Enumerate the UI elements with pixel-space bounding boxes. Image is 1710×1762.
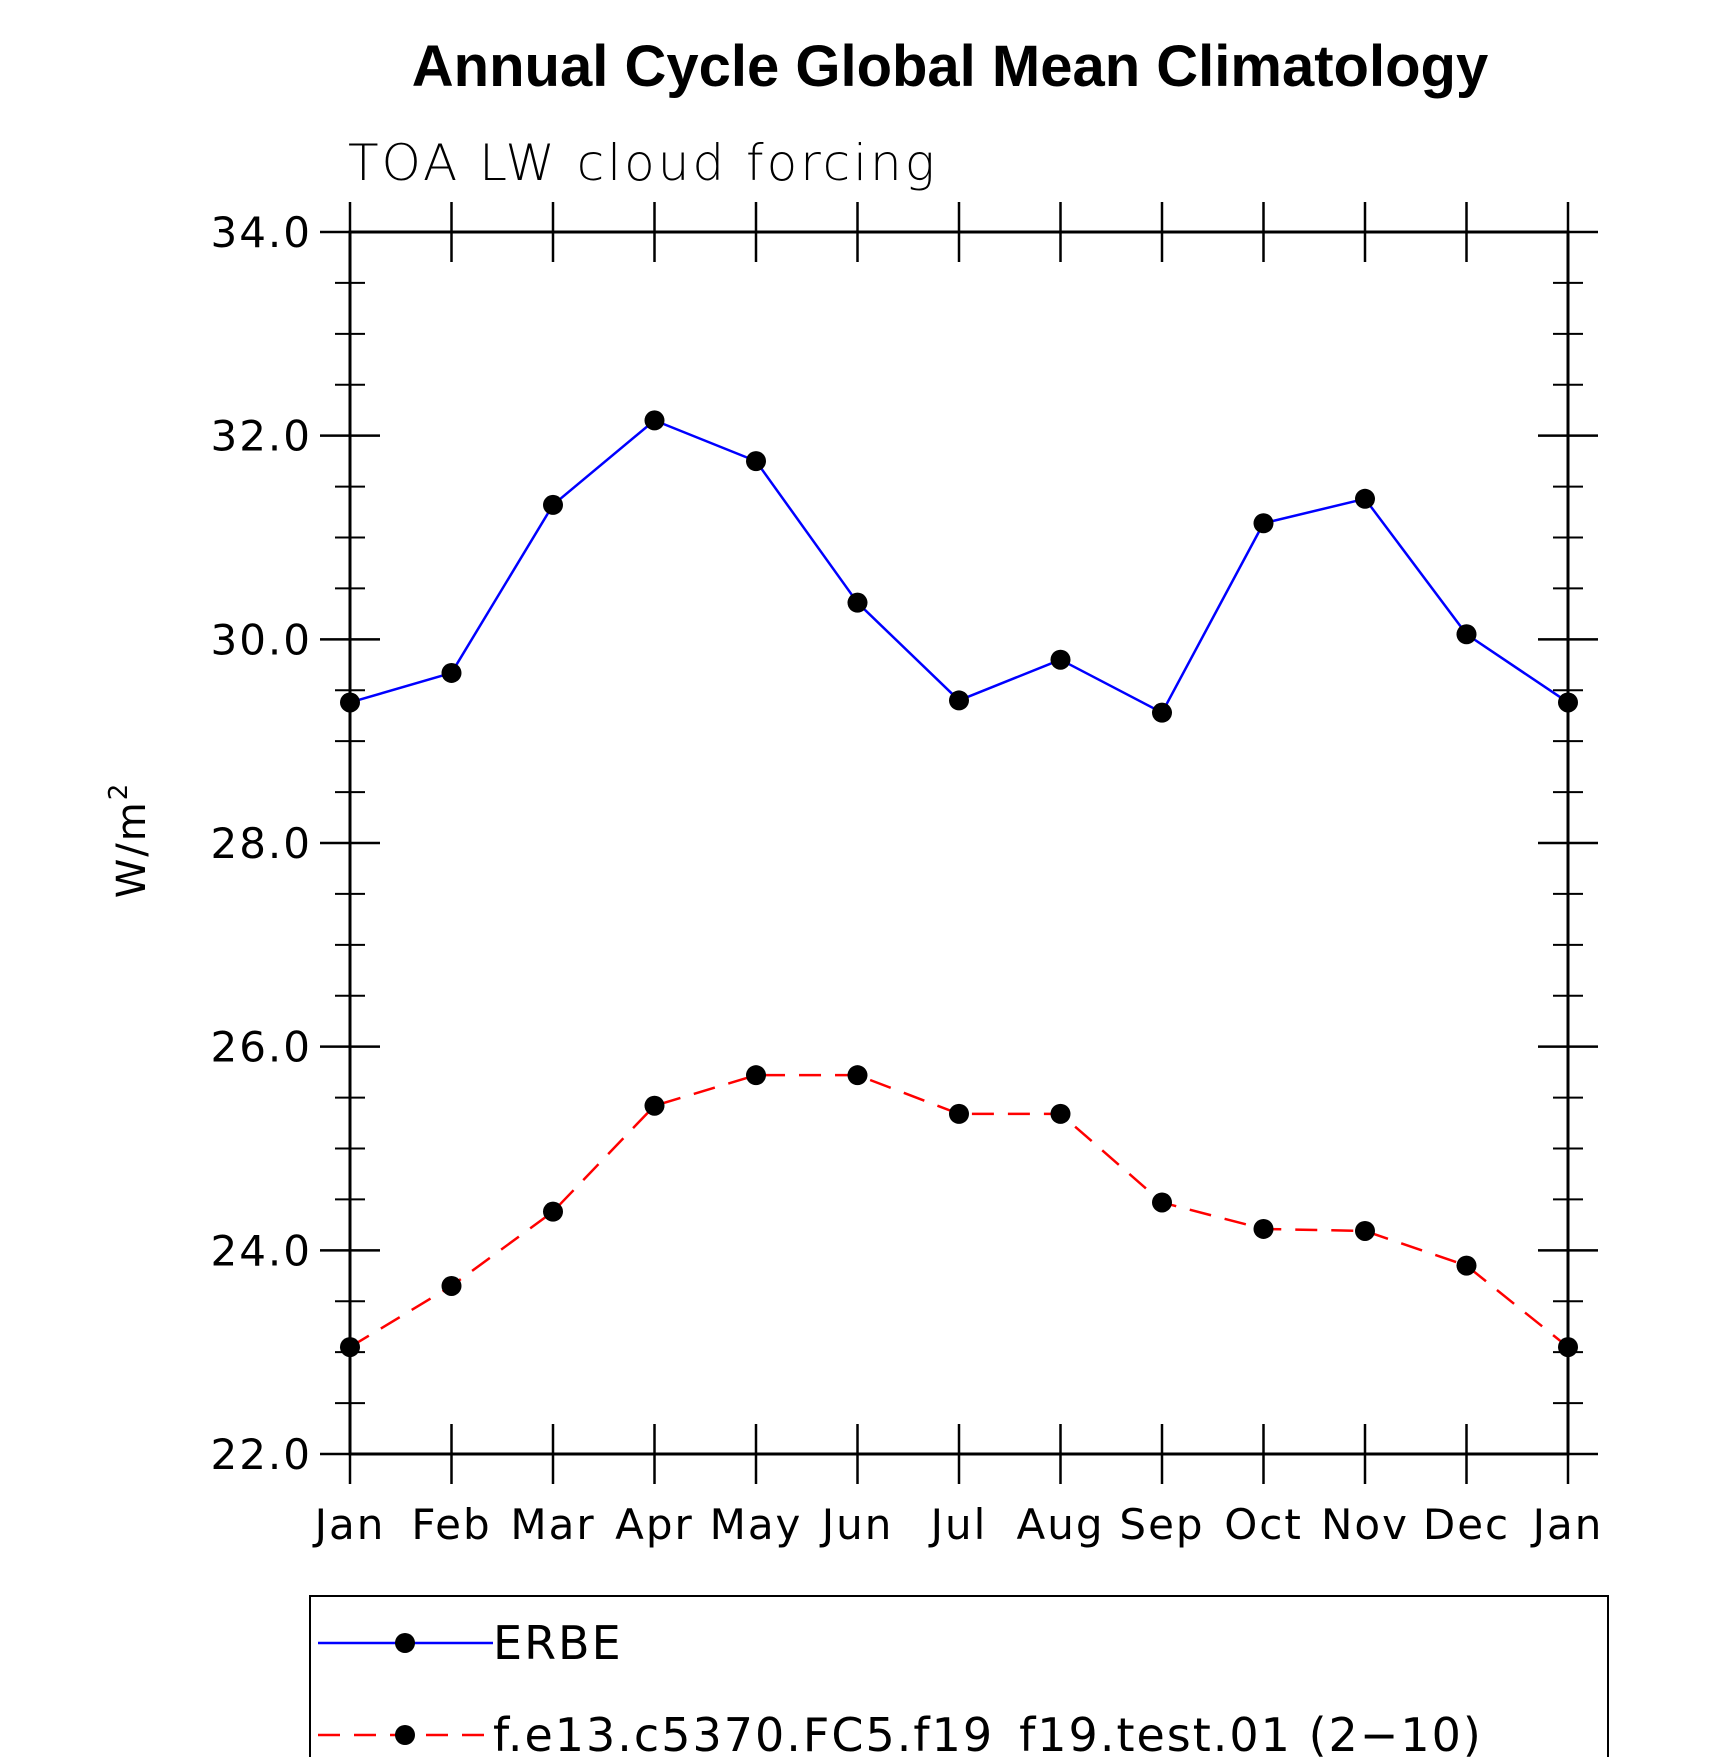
- legend-box: [309, 1595, 1609, 1762]
- data-point: [1152, 1192, 1172, 1213]
- legend-marker: [395, 1633, 415, 1653]
- data-point: [1355, 1220, 1375, 1241]
- x-tick-label: Oct: [1224, 1500, 1303, 1549]
- data-point: [1050, 649, 1071, 670]
- data-point: [1050, 1103, 1071, 1124]
- chart-title: Annual Cycle Global Mean Climatology: [412, 34, 1488, 99]
- data-point: [441, 1275, 462, 1296]
- data-point: [644, 1095, 665, 1116]
- x-tick-label: May: [710, 1500, 803, 1549]
- x-tick-label: Jul: [928, 1500, 988, 1549]
- series-layer: [340, 410, 1578, 1358]
- x-tick-label: Jan: [312, 1500, 386, 1549]
- y-tick-label: 30.0: [210, 615, 312, 664]
- data-point: [847, 592, 868, 613]
- y-tick-label: 32.0: [210, 412, 312, 461]
- data-point: [1558, 692, 1578, 713]
- x-tick-label: Apr: [615, 1500, 694, 1549]
- x-tick-label: Dec: [1423, 1500, 1510, 1549]
- legend-label: f.e13.c5370.FC5.f19_f19.test.01 (2−10): [493, 1708, 1483, 1757]
- legend: ERBE f.e13.c5370.FC5.f19_f19.test.01 (2−1…: [309, 1595, 1609, 1762]
- data-point: [1152, 702, 1172, 723]
- y-tick-label: 22.0: [210, 1430, 312, 1479]
- y-axis-label-superscript: 2: [104, 782, 134, 801]
- x-tick-label: Sep: [1119, 1500, 1204, 1549]
- data-point: [1456, 624, 1477, 645]
- x-tick-label: Nov: [1321, 1500, 1409, 1549]
- y-axis-label-text: W/m: [109, 800, 155, 898]
- data-point: [746, 451, 766, 472]
- y-axis-label: W/m2: [104, 782, 155, 899]
- x-tick-label: Jan: [1530, 1500, 1604, 1549]
- x-tick-label: Jun: [819, 1500, 894, 1549]
- data-point: [543, 494, 563, 515]
- plot-frame: [348, 230, 1570, 1456]
- x-tick-label: Feb: [411, 1500, 491, 1549]
- y-tick-label: 34.0: [210, 208, 312, 257]
- x-tick-label: Mar: [510, 1500, 595, 1549]
- data-point: [1253, 1218, 1274, 1239]
- data-point: [1253, 513, 1274, 534]
- y-tick-label: 26.0: [210, 1023, 312, 1072]
- legend-label: ERBE: [493, 1616, 623, 1670]
- data-point: [644, 410, 665, 431]
- data-point: [1456, 1255, 1477, 1276]
- data-point: [441, 662, 462, 683]
- data-point: [847, 1065, 868, 1086]
- x-tick-label: Aug: [1016, 1500, 1104, 1549]
- y-tick-label: 24.0: [210, 1226, 312, 1275]
- data-point: [1558, 1337, 1578, 1358]
- legend-marker: [395, 1725, 415, 1745]
- data-point: [340, 1337, 360, 1358]
- data-point: [949, 1103, 969, 1124]
- data-point: [543, 1201, 563, 1222]
- chart-subtitle: TOA LW cloud forcing: [348, 134, 938, 192]
- y-tick-label: 28.0: [210, 819, 312, 868]
- series-line: [349, 419, 1569, 714]
- data-point: [746, 1065, 766, 1086]
- data-point: [949, 690, 969, 711]
- plot-axes: Jan Feb Mar Apr May Jun Jul Aug Sep Oct Nov Dec Jan2…: [210, 202, 1604, 1549]
- data-point: [1355, 488, 1375, 509]
- data-point: [340, 692, 360, 713]
